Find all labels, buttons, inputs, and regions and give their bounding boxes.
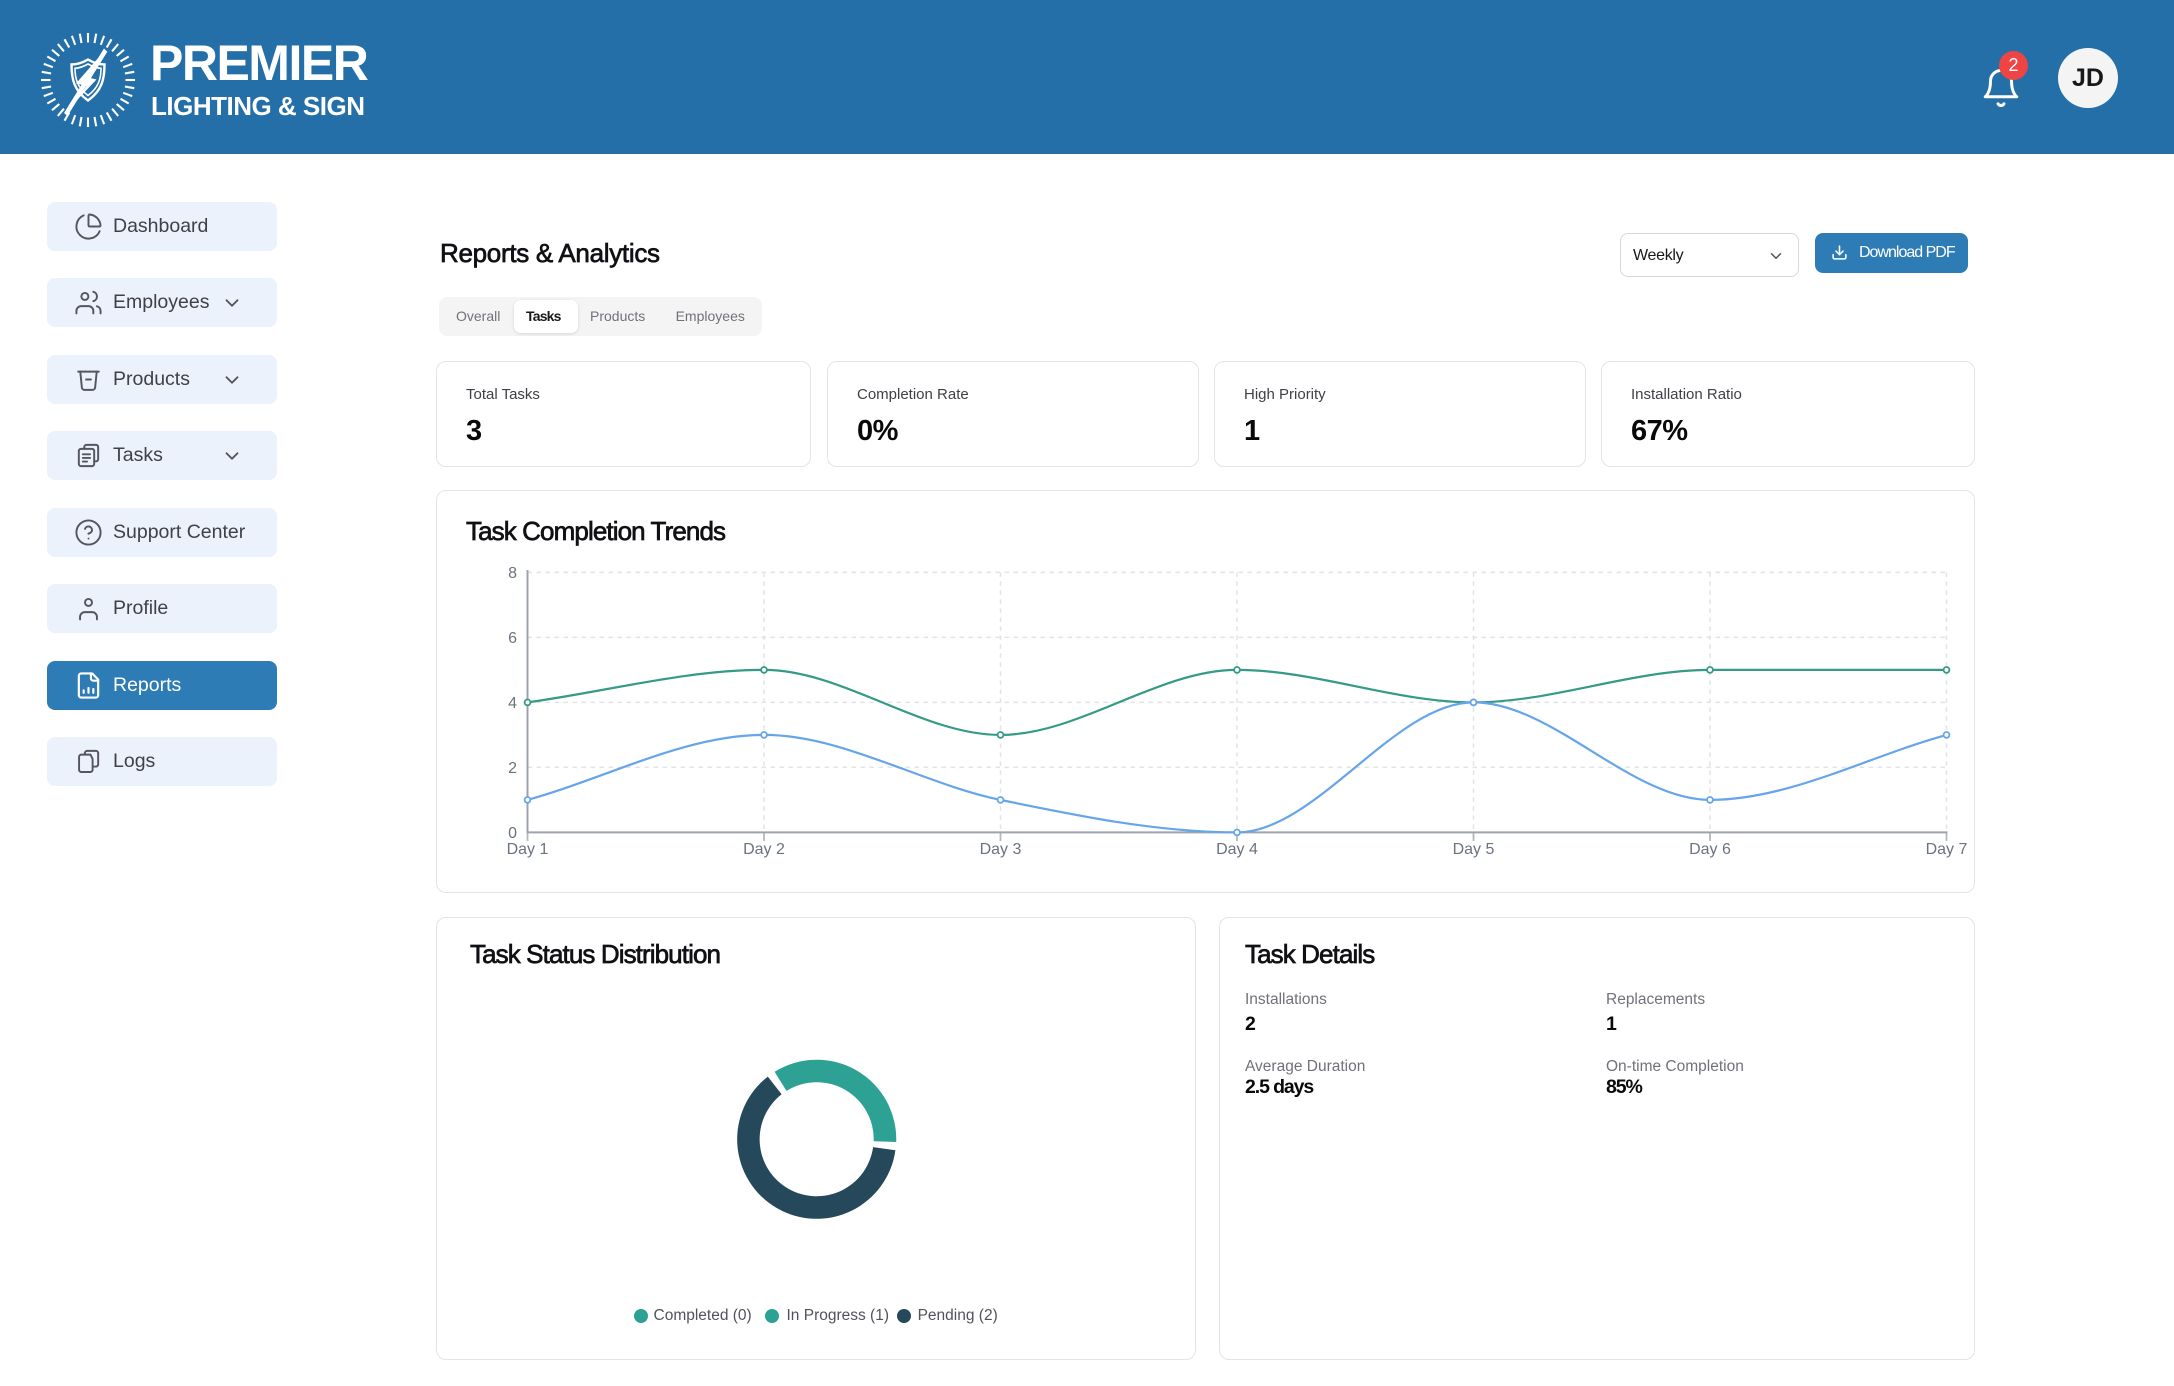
- svg-text:6: 6: [508, 630, 517, 647]
- svg-text:0: 0: [508, 825, 517, 842]
- svg-text:8: 8: [508, 565, 517, 582]
- svg-text:Day 6: Day 6: [1689, 841, 1731, 858]
- svg-text:4: 4: [508, 695, 517, 712]
- svg-text:Day 7: Day 7: [1926, 841, 1968, 858]
- svg-text:Day 3: Day 3: [980, 841, 1022, 858]
- svg-text:2: 2: [508, 760, 517, 777]
- svg-text:Day 2: Day 2: [743, 841, 785, 858]
- svg-text:Day 5: Day 5: [1453, 841, 1495, 858]
- svg-text:Day 4: Day 4: [1216, 841, 1258, 858]
- svg-text:Day 1: Day 1: [507, 841, 549, 858]
